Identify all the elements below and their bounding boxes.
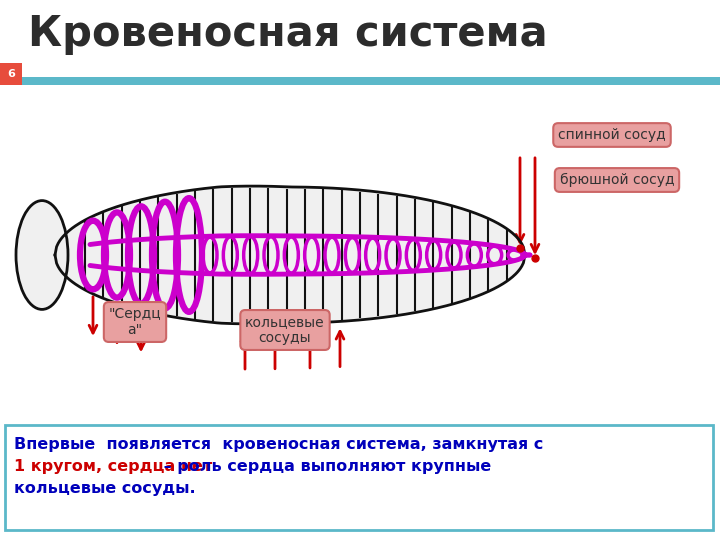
Polygon shape <box>55 186 525 324</box>
Text: Кровеносная система: Кровеносная система <box>28 13 548 55</box>
Text: – роль сердца выполняют крупные: – роль сердца выполняют крупные <box>158 459 491 474</box>
Text: 6: 6 <box>7 69 15 79</box>
Text: кольцевые сосуды.: кольцевые сосуды. <box>14 481 196 496</box>
Bar <box>0 63 22 85</box>
Ellipse shape <box>16 200 68 309</box>
Text: 1 кругом, сердца нет: 1 кругом, сердца нет <box>14 459 212 474</box>
FancyBboxPatch shape <box>5 425 713 530</box>
Text: спинной сосуд: спинной сосуд <box>558 128 666 142</box>
Bar <box>0 77 720 85</box>
Text: Впервые  появляется  кровеносная система, замкнутая с: Впервые появляется кровеносная система, … <box>14 437 544 452</box>
Text: "Сердц
а": "Сердц а" <box>109 307 161 337</box>
Text: брюшной сосуд: брюшной сосуд <box>559 173 675 187</box>
Text: кольцевые
сосуды: кольцевые сосуды <box>246 315 325 345</box>
